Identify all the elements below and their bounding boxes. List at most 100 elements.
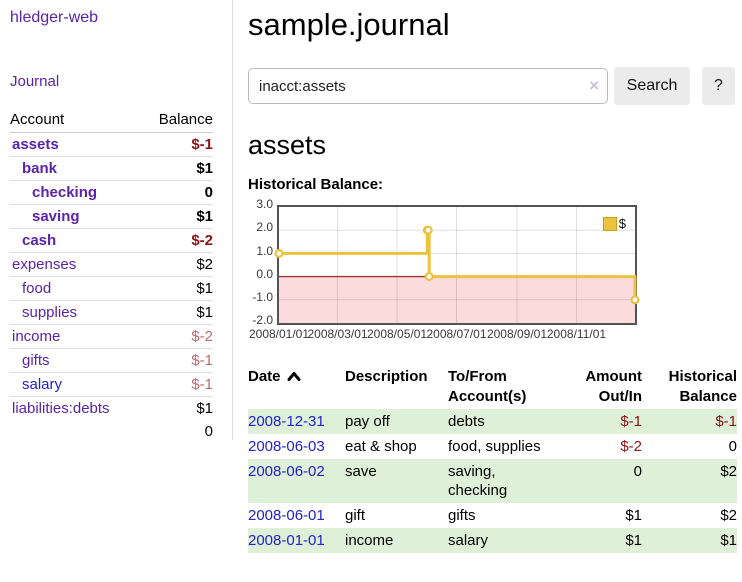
chart-legend: $ <box>602 216 626 231</box>
account-link-food[interactable]: food <box>22 280 52 297</box>
sidebar: hledger-web Journal Account Balance asse… <box>0 0 233 440</box>
account-balance: 0 <box>141 180 213 205</box>
x-axis-tick-label: 2008/03/01 <box>307 327 368 342</box>
account-balance: $-1 <box>141 372 213 397</box>
accounts-col-balance: Balance <box>141 108 213 133</box>
transaction-amount-cell: 0 <box>563 459 642 504</box>
transaction-row: 2008-06-03 eat & shop food, supplies $-2 0 <box>248 434 737 459</box>
account-row: income $-2 <box>10 324 213 349</box>
sidebar-item-journal[interactable]: Journal <box>10 73 60 90</box>
account-balance: $1 <box>141 276 213 301</box>
y-axis-tick-label: 2.0 <box>256 220 273 235</box>
transaction-accounts-cell: debts <box>448 409 563 435</box>
account-link-checking[interactable]: checking <box>32 184 98 201</box>
search-form: × Search ? <box>248 67 737 106</box>
account-link-saving[interactable]: saving <box>32 208 80 225</box>
accounts-col-account: Account <box>10 108 142 133</box>
search-button[interactable]: Search <box>614 67 690 106</box>
account-row: cash $-2 <box>10 228 213 253</box>
page-title: sample.journal <box>248 7 450 42</box>
transaction-description-cell: income <box>345 528 448 554</box>
account-link-salary[interactable]: salary <box>22 376 63 393</box>
historical-balance-chart: $ 3.0 2.0 1.0 0.0 -1.0 -2.0 2008/01/01 2008/03/… <box>248 197 737 348</box>
register-col-balance: Historical Balance <box>668 368 737 406</box>
x-axis-tick-label: 2008/05/01 <box>366 327 428 342</box>
transaction-balance-cell: $2 <box>642 459 737 504</box>
register-col-amount: Amount Out/In <box>585 368 642 406</box>
account-row: bank $1 <box>10 156 213 181</box>
transaction-balance-cell: $-1 <box>642 409 737 435</box>
transaction-balance-cell: $2 <box>720 507 737 525</box>
y-axis-tick-label: 0.0 <box>256 266 273 281</box>
clear-search-icon[interactable]: × <box>589 76 599 96</box>
transaction-amount-cell: $1 <box>625 507 642 525</box>
account-link-income[interactable]: income <box>12 328 61 345</box>
transaction-row: 2008-06-02 save saving, checking 0 $2 <box>248 459 737 504</box>
transaction-date-cell: 2008-12-31 <box>248 409 345 435</box>
account-link-gifts[interactable]: gifts <box>22 352 50 369</box>
transaction-row: 2008-01-01 income salary $1 $1 <box>248 528 737 554</box>
transaction-accounts-cell: gifts <box>448 507 476 525</box>
legend-swatch-icon <box>602 216 617 231</box>
account-row: gifts $-1 <box>10 348 213 373</box>
account-balance: $-1 <box>191 136 213 153</box>
account-link-expenses[interactable]: expenses <box>12 256 77 273</box>
help-button[interactable]: ? <box>702 67 735 106</box>
transaction-date-link[interactable]: 2008-06-03 <box>248 438 325 456</box>
register-col-accounts: To/From Account(s) <box>448 368 527 406</box>
transaction-accounts-cell: salary <box>448 528 563 554</box>
transaction-description-cell: save <box>345 459 448 504</box>
account-row: liabilities:debts $1 <box>10 396 213 420</box>
accounts-total-row: 0 <box>10 420 213 443</box>
y-axis-tick-label: -2.0 <box>252 313 273 328</box>
register-table: Date Description To/From Account(s) Amou… <box>248 365 737 554</box>
transaction-date-link[interactable]: 2008-12-31 <box>248 413 325 431</box>
transaction-description-cell: eat & shop <box>345 438 417 456</box>
x-axis-tick-label: 2008/11/01 <box>546 327 607 342</box>
account-link-cash[interactable]: cash <box>22 232 57 249</box>
register-col-date[interactable]: Date <box>248 365 345 409</box>
register-col-description: Description <box>345 368 428 386</box>
transaction-date-link[interactable]: 2008-06-01 <box>248 507 325 525</box>
app-brand-link[interactable]: hledger-web <box>10 9 99 26</box>
account-link-assets[interactable]: assets <box>12 136 59 153</box>
account-row: expenses $2 <box>10 252 213 277</box>
x-axis-tick-label: 2008/01/01 <box>248 327 310 342</box>
account-link-bank[interactable]: bank <box>22 160 58 177</box>
account-row: assets $-1 <box>10 133 213 157</box>
account-link-liabilities-debts[interactable]: liabilities:debts <box>12 400 110 417</box>
sort-ascending-icon <box>287 372 301 382</box>
y-axis-tick-label: -1.0 <box>252 290 273 305</box>
y-axis-tick-label: 3.0 <box>256 197 273 212</box>
account-balance: $1 <box>141 156 213 181</box>
account-balance: $1 <box>141 204 213 229</box>
account-link-supplies[interactable]: supplies <box>22 304 78 321</box>
transaction-accounts-cell: saving, checking <box>448 459 563 504</box>
transaction-date-cell: 2008-06-03 <box>248 434 345 459</box>
transaction-accounts-cell: food, supplies <box>448 438 541 456</box>
transaction-description-cell: gift <box>345 507 366 525</box>
transaction-amount-cell: $-2 <box>620 438 642 456</box>
account-heading: assets <box>248 130 327 161</box>
x-axis-tick-label: 2008/07/01 <box>426 327 487 342</box>
main-content: sample.journal × Search ? assets Histori… <box>248 0 737 554</box>
transaction-date-cell: 2008-01-01 <box>248 528 345 554</box>
y-axis-tick-label: 1.0 <box>256 243 273 258</box>
chart-plot-area: $ <box>274 205 640 326</box>
search-input[interactable] <box>248 68 608 105</box>
chart-canvas <box>274 207 640 324</box>
transaction-row: 2008-06-01 gift gifts $1 $2 <box>248 503 737 528</box>
transaction-description-cell: pay off <box>345 409 448 435</box>
transaction-date-link[interactable]: 2008-06-02 <box>248 463 325 481</box>
account-row: food $1 <box>10 276 213 301</box>
transaction-balance-cell: 0 <box>728 438 737 456</box>
account-balance: $1 <box>141 396 213 420</box>
transaction-date-cell: 2008-06-01 <box>248 503 345 528</box>
accounts-total-value: 0 <box>204 423 213 440</box>
account-row: supplies $1 <box>10 300 213 325</box>
transaction-date-link[interactable]: 2008-01-01 <box>248 532 325 550</box>
accounts-table: Account Balance assets $-1 bank $1 checking 0… <box>10 108 213 443</box>
account-balance: $1 <box>141 300 213 325</box>
transaction-row: 2008-12-31 pay off debts $-1 $-1 <box>248 409 737 435</box>
account-row: saving $1 <box>10 204 213 229</box>
